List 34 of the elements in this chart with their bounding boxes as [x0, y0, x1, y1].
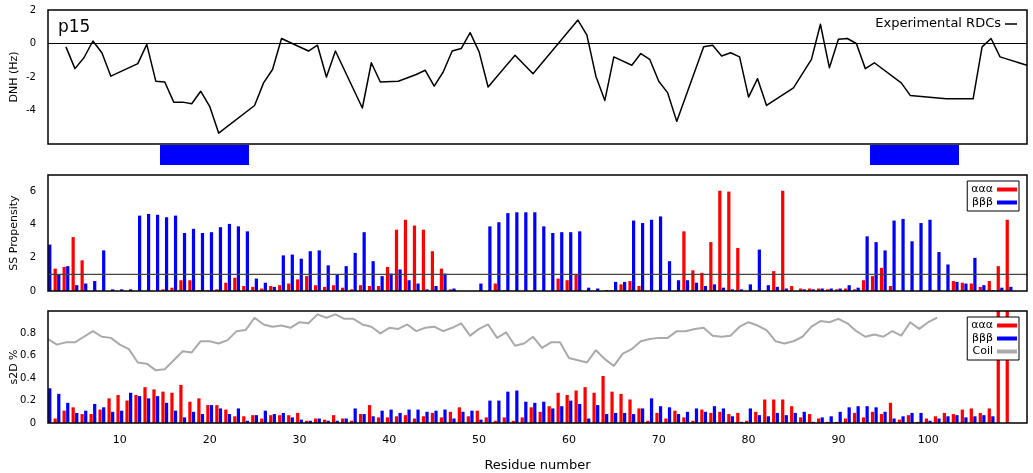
x-tick-label: 100 [917, 433, 939, 447]
y-axis-title: s2D % [7, 349, 21, 385]
legend-label: ααα [971, 182, 993, 196]
x-tick-label: 10 [112, 433, 127, 447]
legend-label: βββ [971, 331, 993, 345]
legend-label: ααα [971, 318, 993, 332]
x-tick-label: 60 [561, 433, 576, 447]
y-tick-label: 0.6 [20, 349, 36, 361]
legend-label: Experimental RDCs [875, 15, 1002, 31]
y-tick-label: 0 [29, 37, 36, 49]
y-axis-title: SS Propensity [7, 194, 21, 271]
y-tick-label: 6 [29, 185, 36, 197]
y-tick-label: -2 [26, 70, 36, 82]
y-tick-label: -4 [26, 104, 36, 116]
y-tick-label: 0 [29, 416, 36, 428]
x-tick-label: 70 [651, 433, 666, 447]
y-tick-label: 4 [29, 218, 36, 230]
y-tick-label: 0.8 [20, 326, 36, 338]
y-axis-title: DNH (Hz) [7, 51, 21, 103]
y-tick-label: 0.2 [20, 394, 36, 406]
x-tick-label: 90 [831, 433, 846, 447]
x-tick-label: 50 [472, 433, 487, 447]
x-tick-label: 20 [202, 433, 217, 447]
legend-label: Coil [972, 344, 993, 358]
y-tick-label: 2 [29, 251, 36, 263]
y-tick-label: 0 [29, 284, 36, 296]
y-tick-label: 0.4 [20, 371, 36, 383]
x-tick-label: 40 [382, 433, 397, 447]
legend-label: βββ [971, 195, 993, 209]
y-tick-label: 2 [29, 3, 36, 15]
x-axis-title: Residue number [484, 456, 592, 472]
x-tick-label: 30 [292, 433, 307, 447]
x-tick-label: 80 [741, 433, 756, 447]
annotation: p15 [58, 16, 91, 36]
